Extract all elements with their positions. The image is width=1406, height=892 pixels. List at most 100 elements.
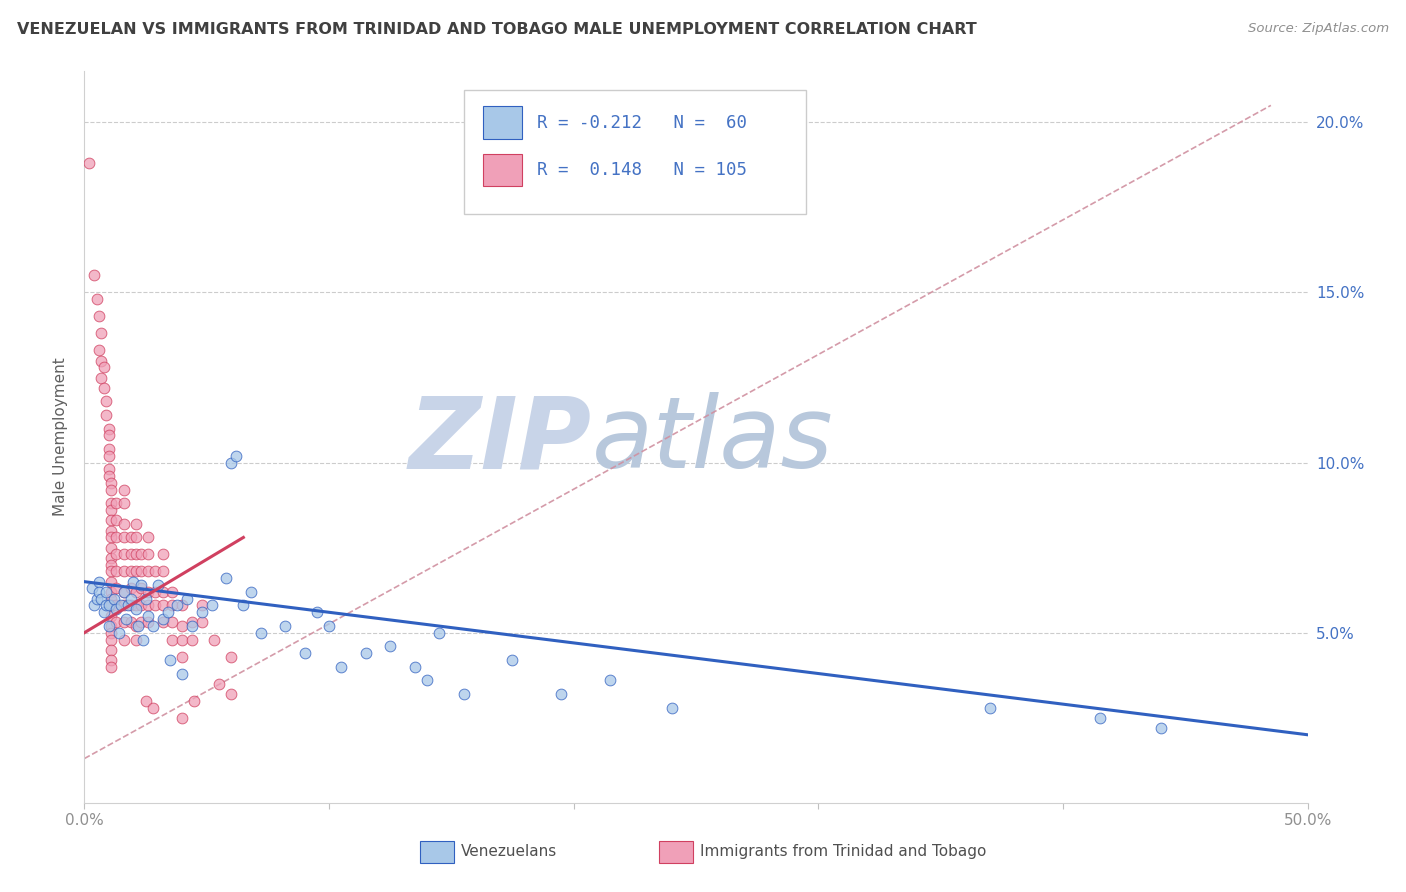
Point [152, 615, 174, 630]
Text: Immigrants from Trinidad and Tobago: Immigrants from Trinidad and Tobago [700, 845, 987, 859]
Point [80, 582, 103, 596]
Point [162, 585, 184, 599]
Point [112, 599, 135, 613]
Point [83, 599, 105, 613]
Point [97, 599, 120, 613]
Point [136, 608, 159, 623]
Point [96, 408, 118, 422]
Point [599, 673, 621, 688]
Point [979, 700, 1001, 714]
Point [97, 442, 120, 456]
Point [143, 565, 166, 579]
Point [1088, 711, 1111, 725]
Point [112, 585, 135, 599]
Point [96, 599, 118, 613]
Point [105, 565, 128, 579]
Point [96, 394, 118, 409]
Point [112, 565, 135, 579]
Point [112, 548, 135, 562]
Point [112, 531, 135, 545]
Point [100, 541, 122, 555]
Point [90, 591, 112, 606]
Point [142, 619, 165, 633]
Point [100, 565, 122, 579]
Point [100, 574, 122, 589]
Text: R = -0.212   N =  60: R = -0.212 N = 60 [537, 113, 747, 131]
Point [305, 605, 328, 619]
Point [136, 531, 159, 545]
Point [97, 449, 120, 463]
Point [100, 531, 122, 545]
Point [87, 343, 110, 358]
Point [100, 513, 122, 527]
Point [146, 578, 169, 592]
Point [90, 353, 112, 368]
Point [93, 605, 115, 619]
Text: R =  0.148   N = 105: R = 0.148 N = 105 [537, 161, 747, 179]
Point [156, 605, 179, 619]
Point [152, 565, 174, 579]
Point [125, 548, 148, 562]
Point [239, 585, 262, 599]
Point [143, 599, 166, 613]
Point [416, 673, 439, 688]
Point [219, 649, 242, 664]
Point [100, 558, 122, 572]
Point [661, 700, 683, 714]
Point [100, 483, 122, 497]
Point [354, 646, 377, 660]
Point [87, 574, 110, 589]
Point [86, 591, 108, 606]
Text: atlas: atlas [592, 392, 834, 489]
Point [208, 677, 231, 691]
Point [90, 370, 112, 384]
Point [129, 578, 152, 592]
Text: VENEZUELAN VS IMMIGRANTS FROM TRINIDAD AND TOBAGO MALE UNEMPLOYMENT CORRELATION : VENEZUELAN VS IMMIGRANTS FROM TRINIDAD A… [17, 22, 977, 37]
Point [100, 653, 122, 667]
Point [172, 666, 194, 681]
Point [152, 612, 174, 626]
Point [136, 599, 159, 613]
Point [125, 632, 148, 647]
Point [93, 360, 115, 375]
Point [129, 548, 152, 562]
Point [105, 531, 128, 545]
Point [136, 615, 159, 630]
Point [1150, 721, 1173, 735]
Point [191, 599, 214, 613]
FancyBboxPatch shape [464, 90, 806, 214]
Point [162, 615, 184, 630]
Point [86, 293, 108, 307]
Point [97, 469, 120, 483]
Point [110, 599, 132, 613]
Point [427, 625, 450, 640]
Point [181, 619, 204, 633]
Point [172, 599, 194, 613]
Point [97, 462, 120, 476]
Point [97, 421, 120, 435]
Point [200, 599, 222, 613]
Point [129, 565, 152, 579]
Point [105, 496, 128, 510]
Point [294, 646, 316, 660]
Point [105, 599, 128, 613]
Point [181, 615, 204, 630]
Point [125, 516, 148, 531]
Point [83, 268, 105, 283]
Point [100, 608, 122, 623]
Point [125, 585, 148, 599]
Point [100, 524, 122, 538]
Point [96, 585, 118, 599]
Point [112, 615, 135, 630]
Text: ZIP: ZIP [409, 392, 592, 489]
Point [100, 503, 122, 517]
Point [97, 619, 120, 633]
Point [219, 456, 242, 470]
Text: Source: ZipAtlas.com: Source: ZipAtlas.com [1249, 22, 1389, 36]
Point [191, 605, 214, 619]
FancyBboxPatch shape [484, 154, 522, 186]
FancyBboxPatch shape [484, 106, 522, 138]
Point [100, 599, 122, 613]
Point [122, 574, 145, 589]
Point [105, 582, 128, 596]
